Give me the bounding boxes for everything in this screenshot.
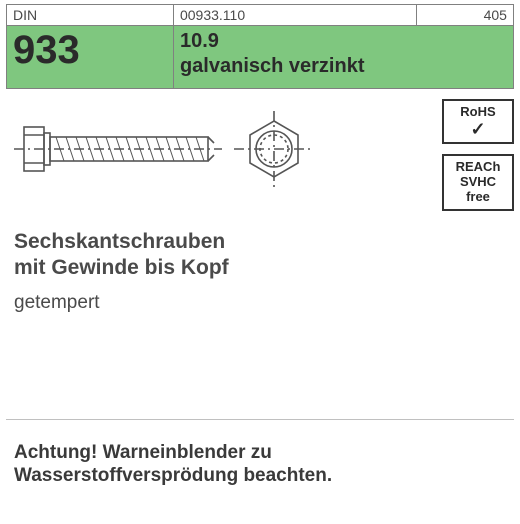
rohs-label: RoHS bbox=[446, 105, 510, 120]
warning-line1: Achtung! Warneinblender zu bbox=[14, 441, 506, 465]
header-row: DIN 00933.110 405 bbox=[6, 4, 514, 26]
rohs-badge: RoHS ✓ bbox=[442, 99, 514, 144]
product-title: Sechskantschrauben bbox=[14, 229, 514, 255]
header-code: 405 bbox=[417, 5, 513, 25]
reach-line3: free bbox=[446, 190, 510, 205]
reach-badge: REACh SVHC free bbox=[442, 154, 514, 211]
temper-note: getempert bbox=[14, 291, 514, 315]
green-bar: 933 10.9 galvanisch verzinkt bbox=[6, 26, 514, 89]
spec-cell: 10.9 galvanisch verzinkt bbox=[174, 26, 513, 88]
din-number-cell: 933 bbox=[7, 26, 174, 88]
product-subtitle: mit Gewinde bis Kopf bbox=[14, 255, 514, 281]
illustration-row: RoHS ✓ REACh SVHC free bbox=[6, 99, 514, 211]
reach-line1: REACh bbox=[446, 160, 510, 175]
divider bbox=[6, 419, 514, 420]
strength-class: 10.9 bbox=[180, 30, 507, 53]
check-icon: ✓ bbox=[446, 120, 510, 138]
warning-footer: Achtung! Warneinblender zu Wasserstoffve… bbox=[14, 441, 506, 489]
header-din-label: DIN bbox=[7, 5, 174, 25]
header-article-number: 00933.110 bbox=[174, 5, 417, 25]
description: Sechskantschrauben mit Gewinde bis Kopf … bbox=[14, 229, 514, 315]
bolt-illustration bbox=[6, 99, 432, 209]
coating: galvanisch verzinkt bbox=[180, 55, 507, 78]
reach-line2: SVHC bbox=[446, 175, 510, 190]
warning-line2: Wasserstoffversprödung beachten. bbox=[14, 464, 506, 488]
din-number: 933 bbox=[13, 30, 167, 70]
compliance-badges: RoHS ✓ REACh SVHC free bbox=[432, 99, 514, 211]
